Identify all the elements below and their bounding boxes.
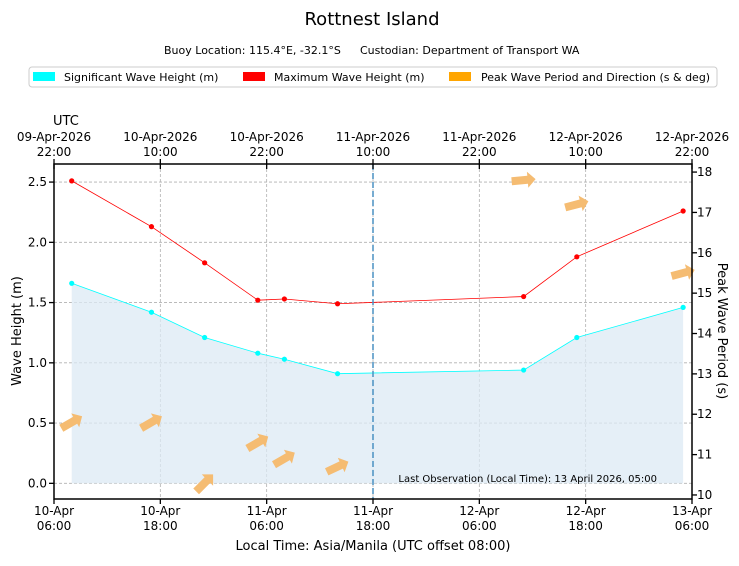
top-tick-label-date: 11-Apr-2026 — [442, 130, 516, 144]
maximum-wave-point — [148, 224, 155, 230]
maximum-wave-point — [574, 254, 580, 260]
maximum-wave-point — [281, 296, 287, 302]
plot-area: 10-Apr06:0010-Apr18:0011-Apr06:0011-Apr1… — [17, 130, 729, 533]
x-tick-label-time: 18:00 — [143, 519, 178, 533]
legend-label-maximum: Maximum Wave Height (m) — [274, 71, 425, 84]
y-tick-label-right: 17 — [697, 205, 712, 219]
y-axis-title-left: Wave Height (m) — [10, 276, 25, 386]
y-tick-label-right: 10 — [697, 488, 712, 502]
x-tick-label-date: 11-Apr — [353, 504, 393, 518]
peak-direction-arrow — [325, 457, 349, 476]
top-tick-label-time: 22:00 — [675, 145, 710, 159]
top-tick-label-date: 10-Apr-2026 — [123, 130, 197, 144]
x-tick-label-time: 06:00 — [249, 519, 284, 533]
top-tick-label-time: 10:00 — [143, 145, 178, 159]
y-tick-label-left: 0.5 — [28, 416, 47, 430]
maximum-wave-point — [334, 301, 341, 307]
significant-wave-point — [69, 280, 75, 286]
chart-title: Rottnest Island — [304, 9, 439, 30]
y-tick-label-left: 0.0 — [28, 476, 47, 490]
top-tick-label-date: 12-Apr-2026 — [549, 130, 623, 144]
legend-swatch-significant — [33, 72, 55, 81]
legend: Significant Wave Height (m) Maximum Wave… — [28, 66, 718, 88]
significant-wave-area — [71, 283, 684, 484]
top-tick-label-time: 10:00 — [356, 145, 391, 159]
legend-label-significant: Significant Wave Height (m) — [64, 71, 218, 84]
y-tick-label-right: 13 — [697, 367, 712, 381]
significant-wave-point — [521, 367, 527, 373]
x-tick-label-time: 18:00 — [356, 519, 391, 533]
last-observation-note: Last Observation (Local Time): 13 April … — [398, 474, 657, 485]
legend-label-peak: Peak Wave Period and Direction (s & deg) — [481, 71, 710, 84]
y-tick-label-right: 11 — [697, 448, 712, 462]
y-tick-label-left: 2.5 — [28, 175, 47, 189]
maximum-wave-point — [202, 260, 208, 266]
top-tick-label-date: 12-Apr-2026 — [655, 130, 729, 144]
y-tick-label-left: 2.0 — [28, 235, 47, 249]
significant-wave-point — [202, 334, 208, 341]
y-tick-label-right: 12 — [697, 407, 712, 421]
significant-wave-point — [334, 371, 341, 377]
peak-direction-arrow — [670, 264, 695, 280]
x-tick-label-time: 06:00 — [675, 519, 710, 533]
top-axis-title: UTC — [53, 114, 79, 129]
x-tick-label-time: 18:00 — [568, 519, 603, 533]
y-tick-label-right: 16 — [697, 246, 712, 260]
top-tick-label-time: 10:00 — [568, 145, 603, 159]
y-tick-label-left: 1.5 — [28, 296, 47, 310]
top-tick-label-date: 10-Apr-2026 — [230, 130, 304, 144]
x-tick-label-time: 06:00 — [37, 519, 72, 533]
y-tick-label-right: 18 — [697, 165, 712, 179]
x-axis-title: Local Time: Asia/Manila (UTC offset 08:0… — [236, 539, 511, 554]
significant-wave-point — [148, 309, 155, 315]
peak-direction-arrow — [139, 413, 162, 432]
top-tick-label-date: 09-Apr-2026 — [17, 130, 91, 144]
top-tick-label-time: 22:00 — [462, 145, 497, 159]
significant-wave-point — [680, 304, 686, 310]
legend-swatch-peak — [449, 72, 471, 81]
top-tick-label-time: 22:00 — [249, 145, 284, 159]
y-tick-label-right: 15 — [697, 286, 712, 300]
y-axis-title-right: Peak Wave Period (s) — [714, 263, 729, 399]
y-tick-label-right: 14 — [697, 327, 712, 341]
x-tick-label-date: 12-Apr — [459, 504, 499, 518]
x-tick-label-date: 10-Apr — [140, 504, 180, 518]
peak-direction-arrow — [511, 171, 536, 188]
significant-wave-point — [255, 350, 261, 356]
peak-direction-arrow — [59, 413, 83, 432]
peak-direction-arrow — [564, 195, 589, 212]
x-tick-label-date: 10-Apr — [34, 504, 74, 518]
legend-frame — [28, 66, 718, 88]
top-tick-label-time: 22:00 — [37, 145, 72, 159]
peak-direction-arrow — [272, 449, 295, 469]
subtitle-location: Buoy Location: 115.4°E, -32.1°S — [164, 44, 341, 57]
maximum-wave-point — [521, 293, 527, 300]
maximum-wave-point — [69, 178, 75, 184]
top-tick-label-date: 11-Apr-2026 — [336, 130, 410, 144]
x-tick-label-time: 06:00 — [462, 519, 497, 533]
x-tick-label-date: 11-Apr — [247, 504, 287, 518]
maximum-wave-point — [680, 208, 686, 214]
peak-direction-arrow — [193, 474, 214, 495]
subtitle-custodian: Custodian: Department of Transport WA — [360, 44, 580, 57]
maximum-wave-point — [255, 297, 261, 303]
x-tick-label-date: 13-Apr — [672, 504, 712, 518]
significant-wave-point — [281, 356, 287, 362]
x-tick-label-date: 12-Apr — [566, 504, 606, 518]
significant-wave-point — [574, 334, 580, 341]
y-tick-label-left: 1.0 — [28, 356, 47, 370]
legend-swatch-maximum — [243, 72, 265, 81]
peak-direction-arrow — [245, 433, 269, 452]
